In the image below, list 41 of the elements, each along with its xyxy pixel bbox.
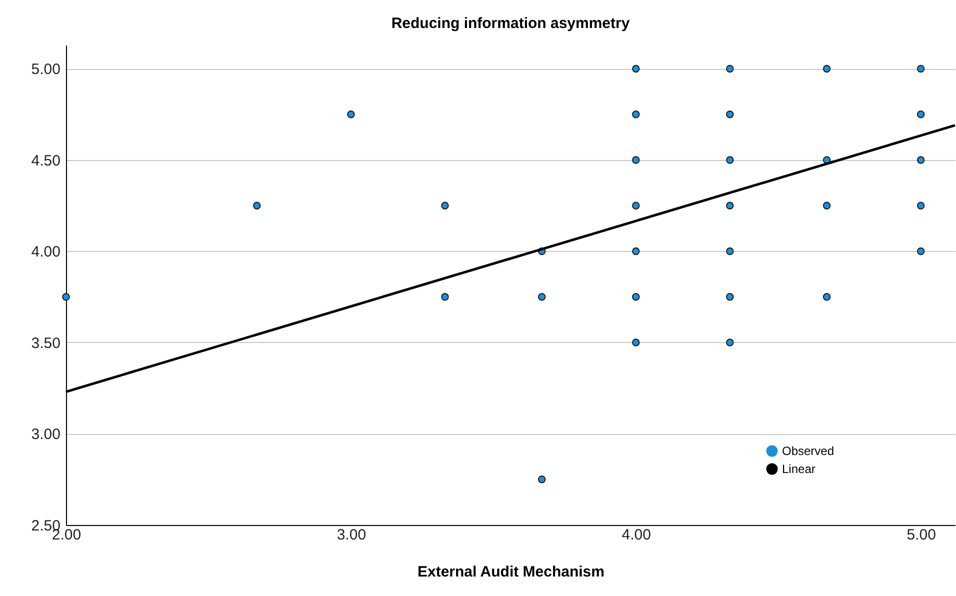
y-tick-label: 4.00: [31, 244, 60, 261]
point: [726, 64, 734, 73]
point: [632, 293, 640, 301]
chart-title: Reducing information asymmetry: [391, 15, 630, 32]
point: [726, 156, 734, 164]
point: [916, 110, 925, 118]
point: [632, 64, 640, 73]
point: [538, 293, 546, 301]
y-tick-label: 5.00: [31, 61, 60, 78]
point: [822, 64, 831, 73]
point: [253, 202, 261, 210]
x-tick-label: 4.00: [622, 526, 651, 544]
point: [538, 476, 546, 484]
point: [726, 338, 734, 346]
point: [916, 156, 925, 164]
point: [916, 202, 925, 210]
point: [632, 110, 640, 118]
x-tick-label: 3.00: [336, 526, 366, 544]
legend-label: Linear: [782, 462, 816, 476]
point: [726, 293, 734, 301]
legend-label: Observed: [782, 444, 834, 458]
y-tick-label: 3.00: [31, 426, 60, 444]
point: [441, 293, 449, 301]
point: [726, 202, 734, 210]
y-tick-label: 4.50: [31, 152, 60, 170]
point: [916, 64, 925, 73]
point: [726, 247, 734, 256]
point: [916, 247, 925, 256]
point: [347, 110, 355, 118]
point: [632, 247, 640, 256]
y-tick-label: 3.50: [31, 334, 60, 352]
point: [726, 110, 734, 118]
point: [632, 202, 640, 210]
point: [632, 156, 640, 164]
point: [632, 338, 640, 346]
point: [62, 293, 70, 301]
x-tick-label: 5.00: [906, 526, 936, 544]
point: [822, 202, 831, 210]
point: [441, 202, 449, 210]
x-axis-title: External Audit Mechanism: [418, 564, 604, 580]
point: [822, 293, 831, 301]
